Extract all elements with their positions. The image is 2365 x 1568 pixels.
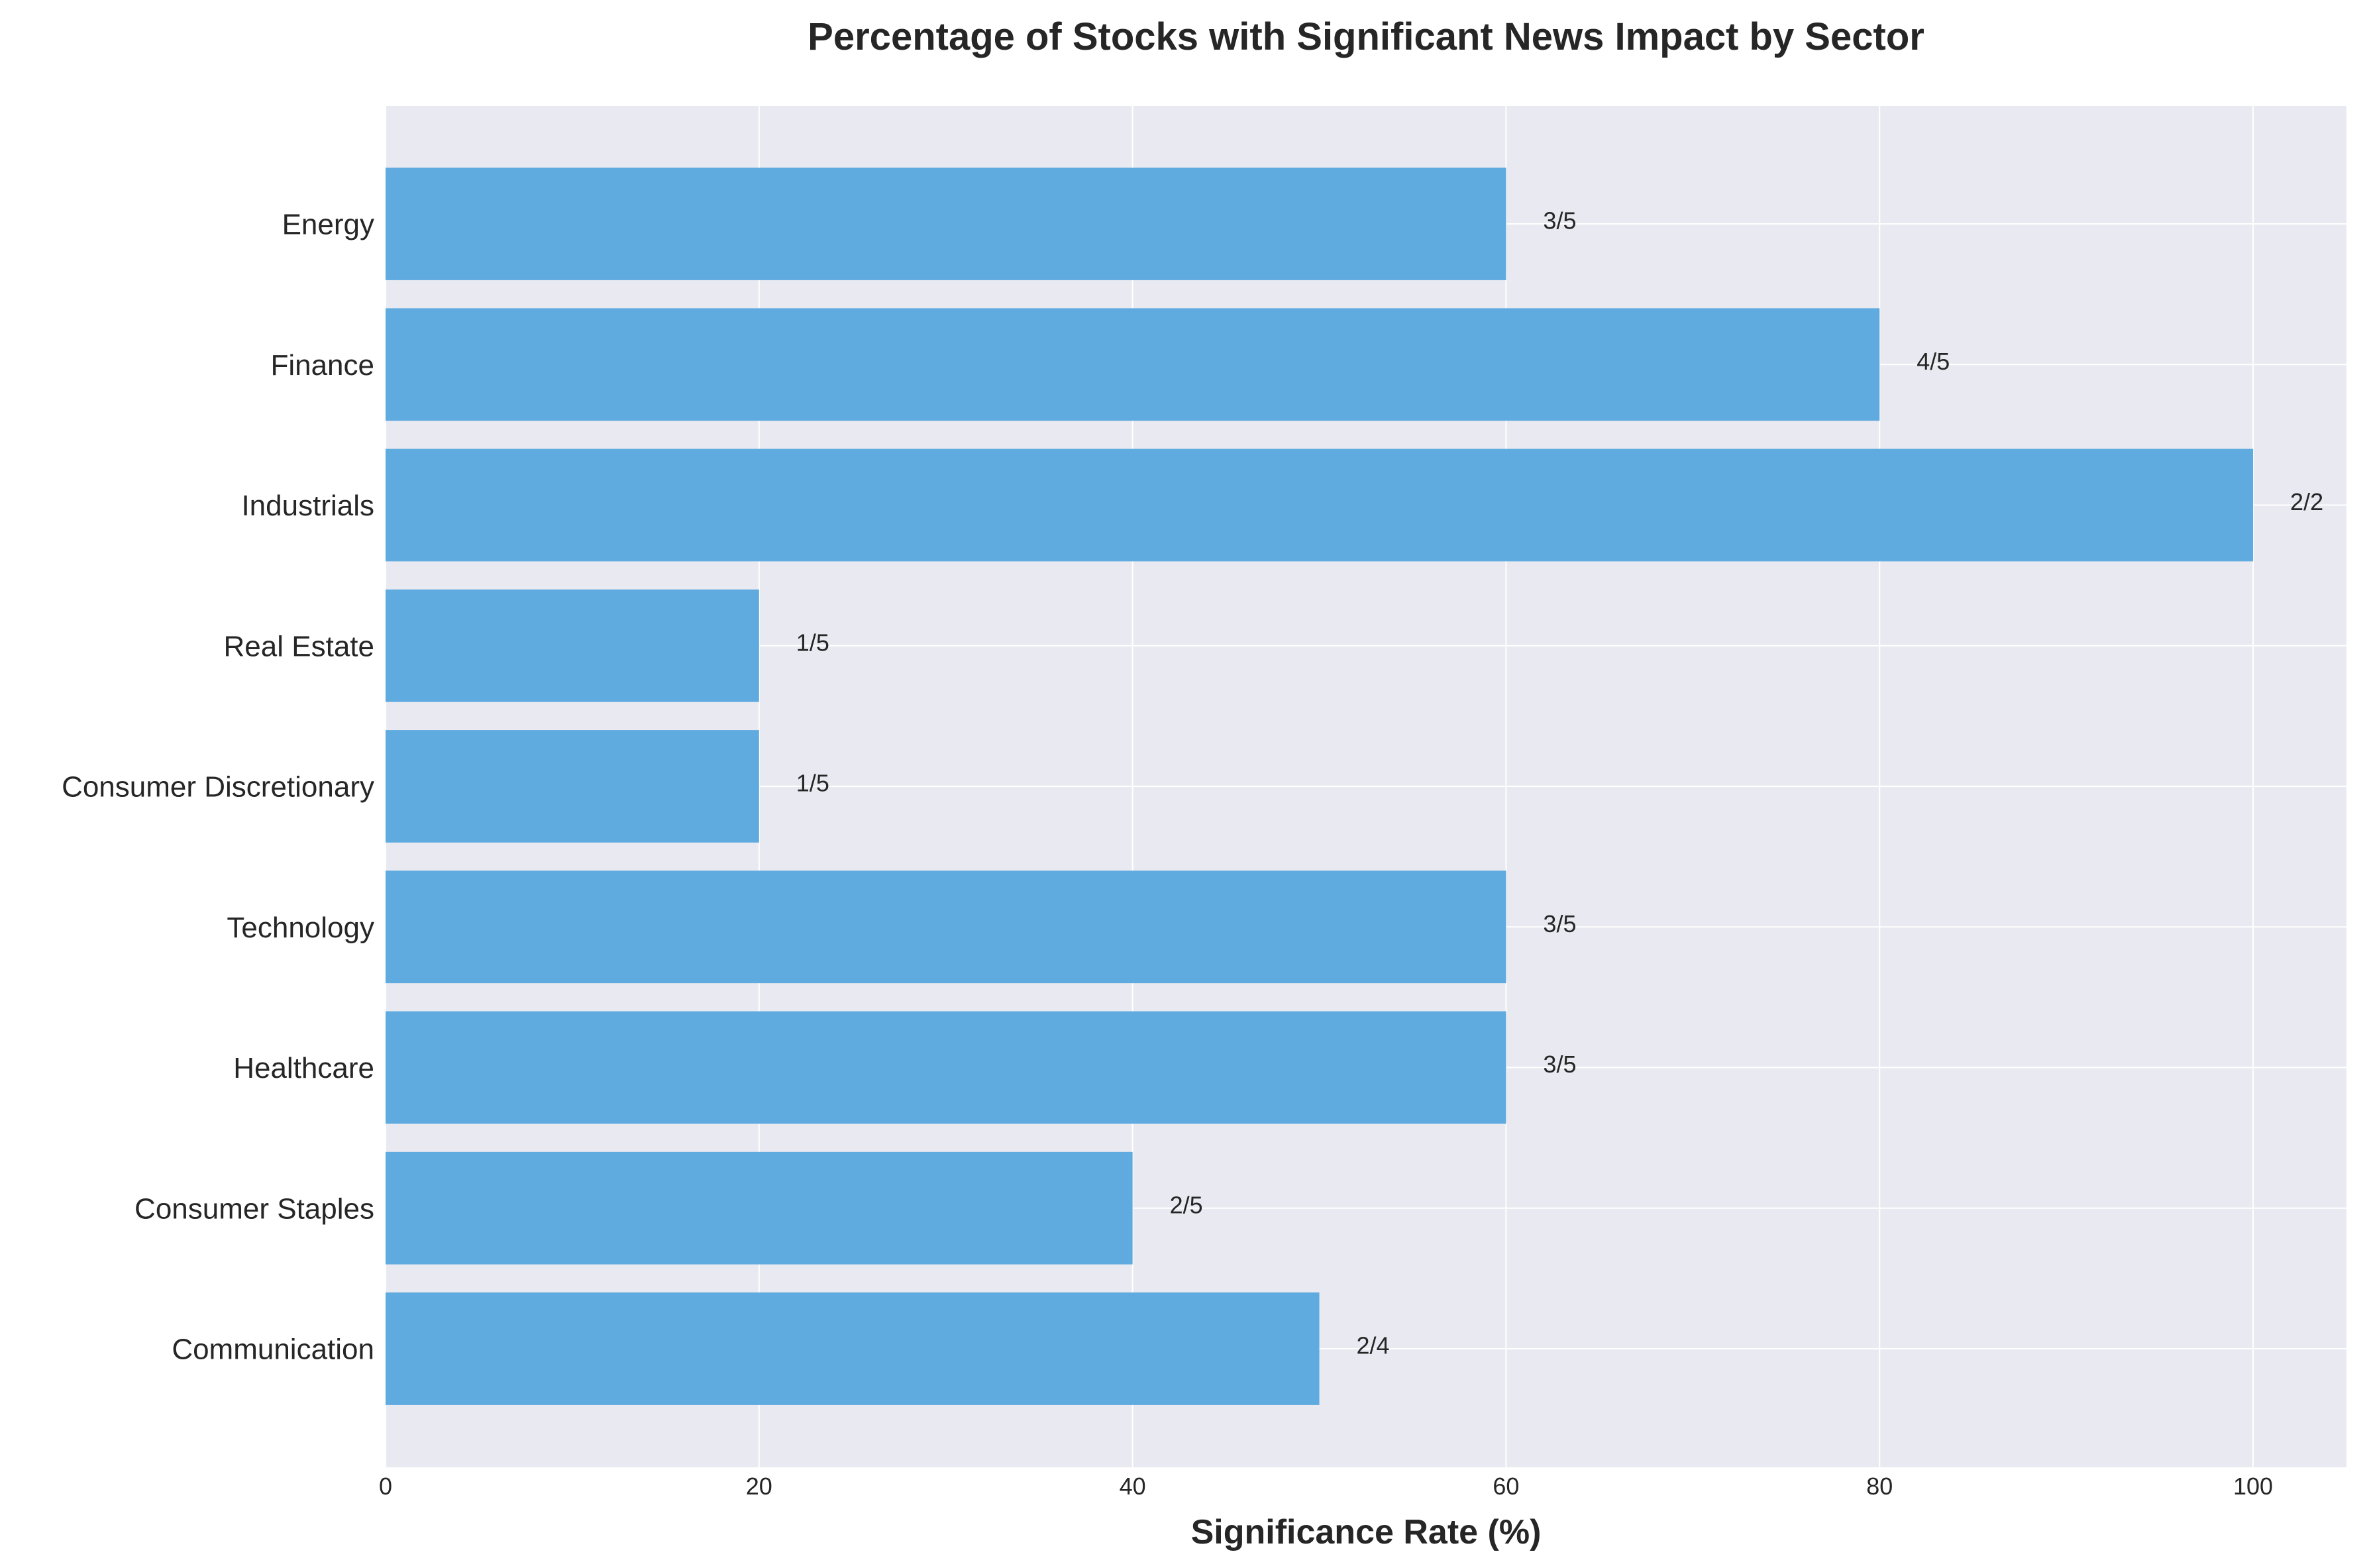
bars: [386, 168, 2254, 1405]
y-tick-label: Finance: [270, 349, 374, 382]
y-tick-label: Healthcare: [233, 1052, 374, 1084]
data-label: 2/2: [2290, 488, 2323, 515]
x-tick-label: 20: [746, 1473, 772, 1500]
bar-finance: [386, 308, 1880, 421]
data-label: 1/5: [796, 770, 829, 797]
bar-industrials: [386, 448, 2254, 562]
bar-healthcare: [386, 1011, 1506, 1124]
bar-consumer-discretionary: [386, 730, 759, 843]
data-label: 2/4: [1357, 1332, 1390, 1359]
data-label: 4/5: [1917, 348, 1950, 375]
bar-technology: [386, 870, 1506, 984]
x-tick-label: 40: [1120, 1473, 1146, 1500]
y-tick-label: Energy: [282, 209, 374, 241]
x-axis-label: Significance Rate (%): [1191, 1513, 1542, 1551]
y-tick-label: Consumer Discretionary: [62, 771, 374, 804]
data-label: 1/5: [796, 629, 829, 656]
data-label: 2/5: [1170, 1191, 1203, 1218]
bar-communication: [386, 1292, 1320, 1405]
bar-energy: [386, 168, 1506, 280]
data-label: 3/5: [1543, 1051, 1576, 1078]
y-tick-label: Consumer Staples: [134, 1192, 374, 1225]
bar-consumer-staples: [386, 1151, 1133, 1265]
x-axis-ticks: 0 20 40 60 80 100: [379, 1473, 2273, 1500]
bar-real-estate: [386, 589, 759, 702]
x-tick-label: 80: [1866, 1473, 1893, 1500]
chart-title: Percentage of Stocks with Significant Ne…: [808, 15, 1924, 58]
data-label: 3/5: [1543, 207, 1576, 235]
y-tick-label: Technology: [227, 912, 374, 944]
y-tick-label: Communication: [172, 1333, 374, 1366]
y-tick-label: Industrials: [241, 490, 374, 522]
y-tick-label: Real Estate: [224, 630, 374, 662]
data-label: 3/5: [1543, 910, 1576, 937]
y-axis-ticks: Energy Finance Industrials Real Estate Consu…: [62, 209, 374, 1366]
x-tick-label: 100: [2233, 1473, 2273, 1500]
x-tick-label: 0: [379, 1473, 392, 1500]
data-labels: 3/5 4/5 2/2 1/5 1/5 3/5 3/5 2/5 2/4: [796, 207, 2323, 1359]
x-tick-label: 60: [1493, 1473, 1519, 1500]
